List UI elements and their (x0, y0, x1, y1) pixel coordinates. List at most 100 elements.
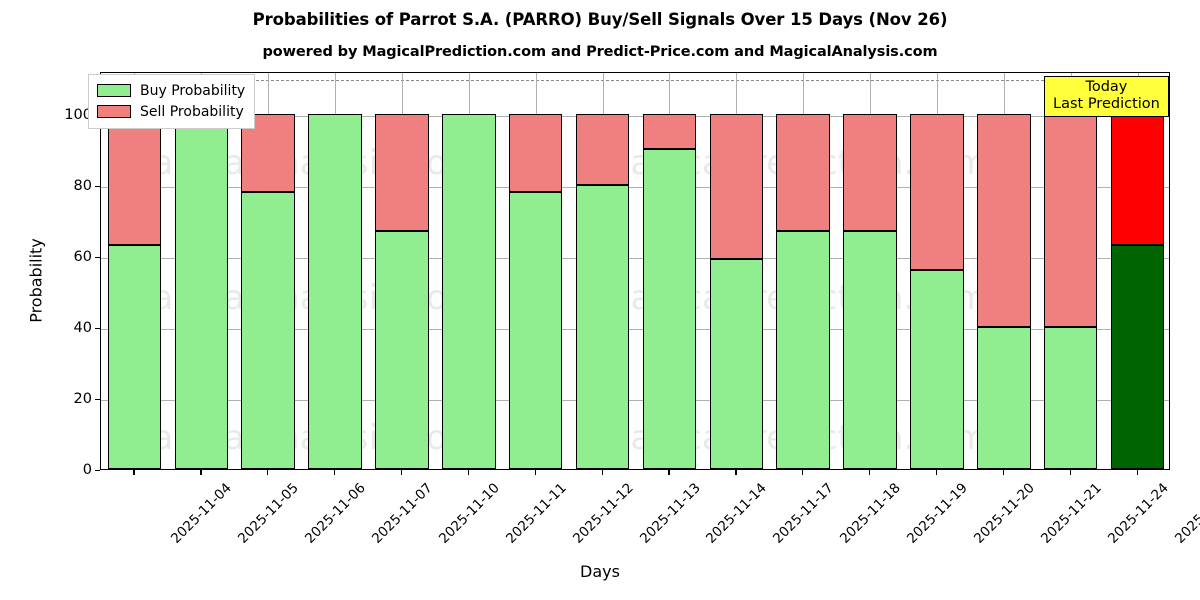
legend-item-sell[interactable]: Sell Probability (97, 101, 245, 122)
gridline-horizontal (101, 328, 1169, 330)
bar-group[interactable] (375, 71, 429, 469)
y-tick-label: 40 (73, 319, 92, 336)
x-tick-mark (334, 470, 336, 475)
bar-group[interactable] (910, 71, 964, 469)
bar-segment-sell[interactable] (977, 113, 1031, 327)
x-tick-mark (200, 470, 202, 475)
x-axis-title: Days (580, 562, 620, 581)
y-tick-mark (95, 327, 100, 330)
bar-segment-buy[interactable] (107, 245, 162, 469)
y-tick-label: 20 (73, 390, 92, 407)
x-tick-mark (267, 470, 269, 475)
chart-subtitle: powered by MagicalPrediction.com and Pre… (262, 44, 938, 60)
x-tick-mark (935, 470, 938, 475)
y-tick-label: 60 (73, 248, 92, 265)
bar-segment-sell[interactable] (1043, 113, 1098, 327)
chart-title: Probabilities of Parrot S.A. (PARRO) Buy… (252, 10, 948, 29)
bar-segment-buy[interactable] (241, 191, 295, 469)
bar-group[interactable] (241, 71, 295, 469)
legend-swatch-buy (97, 84, 131, 97)
bar-group[interactable] (508, 71, 563, 469)
bar-group[interactable] (174, 71, 229, 469)
x-tick-label: 2025-11-21 (1037, 480, 1105, 547)
gridline-horizontal (101, 399, 1169, 401)
chart-legend[interactable]: Buy Probability Sell Probability (88, 74, 256, 129)
x-tick-mark (1136, 470, 1138, 475)
x-tick-label: 2025-11-12 (569, 480, 637, 547)
x-tick-mark (735, 470, 737, 475)
legend-swatch-sell (97, 105, 131, 118)
bar-segment-buy[interactable] (174, 113, 229, 469)
bar-segment-sell[interactable] (843, 113, 897, 231)
y-tick-mark (95, 470, 100, 472)
bar-segment-sell[interactable] (776, 113, 830, 231)
bar-segment-sell[interactable] (508, 113, 563, 192)
today-annotation-line1: Today (1085, 79, 1128, 95)
bar-segment-buy[interactable] (642, 149, 697, 469)
bar-group[interactable] (776, 71, 830, 469)
bar-segment-sell[interactable] (642, 113, 697, 150)
bar-group[interactable] (442, 71, 496, 469)
bar-segment-sell[interactable] (375, 113, 429, 231)
gridline-horizontal (101, 186, 1169, 188)
x-tick-mark (1002, 470, 1004, 475)
x-tick-mark (467, 470, 469, 475)
x-tick-label: 2025-11-05 (235, 480, 303, 547)
bar-segment-buy[interactable] (1110, 245, 1165, 469)
bar-group[interactable] (107, 71, 162, 469)
bar-segment-buy[interactable] (910, 270, 964, 469)
x-tick-label: 2025-11-24 (1104, 480, 1172, 547)
bar-group[interactable] (843, 71, 897, 469)
x-tick-mark (400, 470, 403, 475)
y-tick-mark (95, 398, 100, 401)
x-tick-mark (802, 470, 804, 475)
x-tick-label: 2025-11-06 (302, 480, 369, 547)
legend-label-sell: Sell Probability (140, 103, 244, 120)
y-tick-mark (95, 185, 100, 187)
x-tick-label: 2025-11-25 (1171, 480, 1200, 547)
x-tick-label: 2025-11-14 (703, 480, 771, 547)
bar-group[interactable] (977, 71, 1031, 469)
bar-segment-sell[interactable] (107, 113, 162, 246)
bar-segment-buy[interactable] (375, 230, 429, 469)
x-tick-mark (1069, 470, 1071, 475)
bar-segment-buy[interactable] (308, 113, 362, 469)
bar-segment-buy[interactable] (508, 191, 563, 469)
y-axis-title: Probability (26, 238, 46, 323)
x-tick-label: 2025-11-13 (636, 480, 704, 547)
bar-group[interactable] (575, 71, 630, 469)
bar-group[interactable] (642, 71, 697, 469)
bar-segment-buy[interactable] (776, 230, 830, 469)
x-tick-label: 2025-11-18 (837, 480, 904, 547)
reference-line (101, 80, 1169, 82)
bar-group[interactable] (1043, 71, 1098, 469)
bar-segment-buy[interactable] (843, 230, 897, 469)
bar-segment-sell[interactable] (709, 113, 764, 260)
gridline-horizontal (101, 257, 1169, 259)
y-tick-label: 100 (64, 106, 92, 123)
x-tick-label: 2025-11-19 (904, 480, 971, 547)
bar-group[interactable] (1110, 71, 1165, 469)
x-axis-tick-labels: 2025-11-04 2025-11-05 2025-11-06 2025-11-07… (0, 470, 1200, 560)
bar-segment-sell[interactable] (1110, 113, 1165, 246)
x-tick-label: 2025-11-07 (369, 480, 436, 547)
bar-segment-buy[interactable] (977, 326, 1031, 469)
bar-segment-buy[interactable] (575, 184, 630, 469)
bar-segment-buy[interactable] (709, 259, 764, 469)
x-tick-label: 2025-11-20 (970, 480, 1038, 547)
bar-segment-sell[interactable] (575, 113, 630, 185)
today-annotation-line2: Last Prediction (1053, 95, 1160, 112)
x-tick-label: 2025-11-17 (770, 480, 838, 547)
y-tick-label: 0 (82, 462, 92, 478)
bar-segment-buy[interactable] (442, 113, 496, 469)
bar-segment-sell[interactable] (910, 113, 964, 270)
legend-item-buy[interactable]: Buy Probability (97, 80, 245, 101)
legend-label-buy: Buy Probability (140, 82, 246, 99)
bar-segment-buy[interactable] (1043, 326, 1098, 469)
bar-group[interactable] (308, 71, 362, 469)
bar-group[interactable] (709, 71, 764, 469)
x-tick-mark (869, 470, 871, 475)
x-tick-label: 2025-11-11 (502, 480, 570, 547)
y-tick-label: 80 (73, 177, 92, 194)
